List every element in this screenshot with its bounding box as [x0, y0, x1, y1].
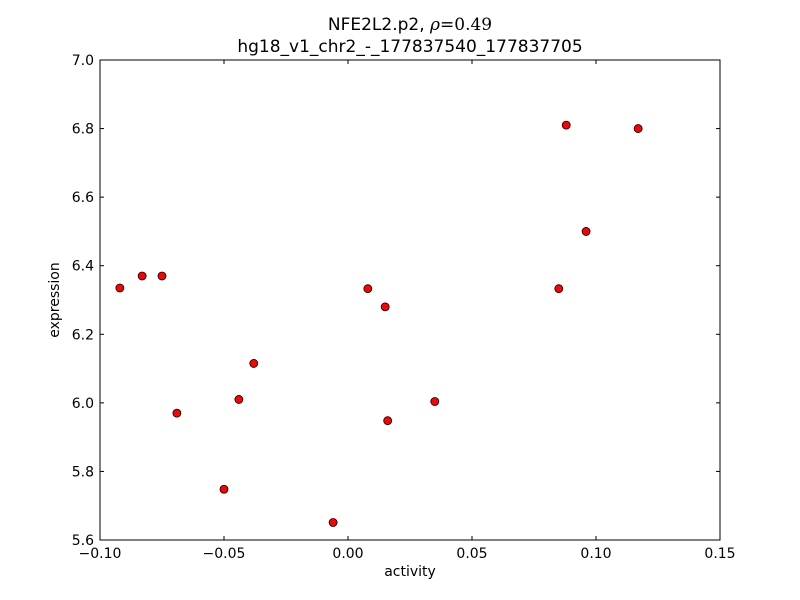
data-point	[219, 484, 229, 494]
y-axis-label: expression	[47, 262, 63, 338]
data-point	[561, 120, 571, 130]
x-tick-label: 0.15	[704, 546, 735, 562]
title-line-1: NFE2L2.p2, ρ=0.49	[328, 15, 492, 35]
data-point	[172, 408, 182, 418]
axis-ticks	[99, 59, 721, 541]
title-rho-value: =0.49	[440, 15, 492, 35]
y-tick-label: 6.0	[72, 396, 94, 412]
plot-frame	[99, 59, 721, 541]
data-point	[234, 395, 244, 404]
data-points	[115, 120, 643, 527]
title-gene-name: NFE2L2.p2,	[328, 15, 430, 35]
x-tick-label: −0.10	[79, 546, 122, 562]
data-point	[554, 284, 564, 294]
y-tick-label: 6.2	[72, 327, 94, 343]
y-tick-label: 5.6	[72, 533, 94, 549]
x-tick-label: −0.05	[203, 546, 246, 562]
y-tick-label: 6.6	[72, 190, 94, 206]
data-point	[249, 359, 259, 368]
y-tick-label: 6.8	[72, 122, 94, 138]
title-rho-symbol: ρ	[429, 15, 440, 35]
x-tick-label: 0.00	[332, 546, 363, 562]
axis-tick-labels: −0.10 −0.05 0.00 0.05 0.10 0.15 5.6 5.8 6.0 6.2 6.…	[72, 53, 736, 562]
data-point	[328, 518, 338, 527]
data-point	[633, 124, 643, 133]
chart-title: NFE2L2.p2, ρ=0.49 hg18_v1_chr2_-_1778375…	[237, 15, 582, 57]
data-point	[363, 284, 373, 294]
data-point	[380, 302, 390, 312]
data-point	[383, 416, 393, 426]
data-point	[115, 283, 125, 293]
x-axis-label: activity	[384, 564, 436, 580]
data-point	[430, 397, 440, 406]
x-tick-label: 0.05	[456, 546, 487, 562]
y-tick-label: 5.8	[72, 464, 94, 480]
data-point	[157, 271, 167, 281]
data-point	[581, 227, 591, 236]
y-tick-label: 7.0	[72, 53, 94, 69]
title-line-2: hg18_v1_chr2_-_177837540_177837705	[237, 37, 582, 57]
y-tick-label: 6.4	[72, 259, 94, 275]
x-tick-label: 0.10	[580, 546, 611, 562]
data-point	[137, 271, 147, 281]
